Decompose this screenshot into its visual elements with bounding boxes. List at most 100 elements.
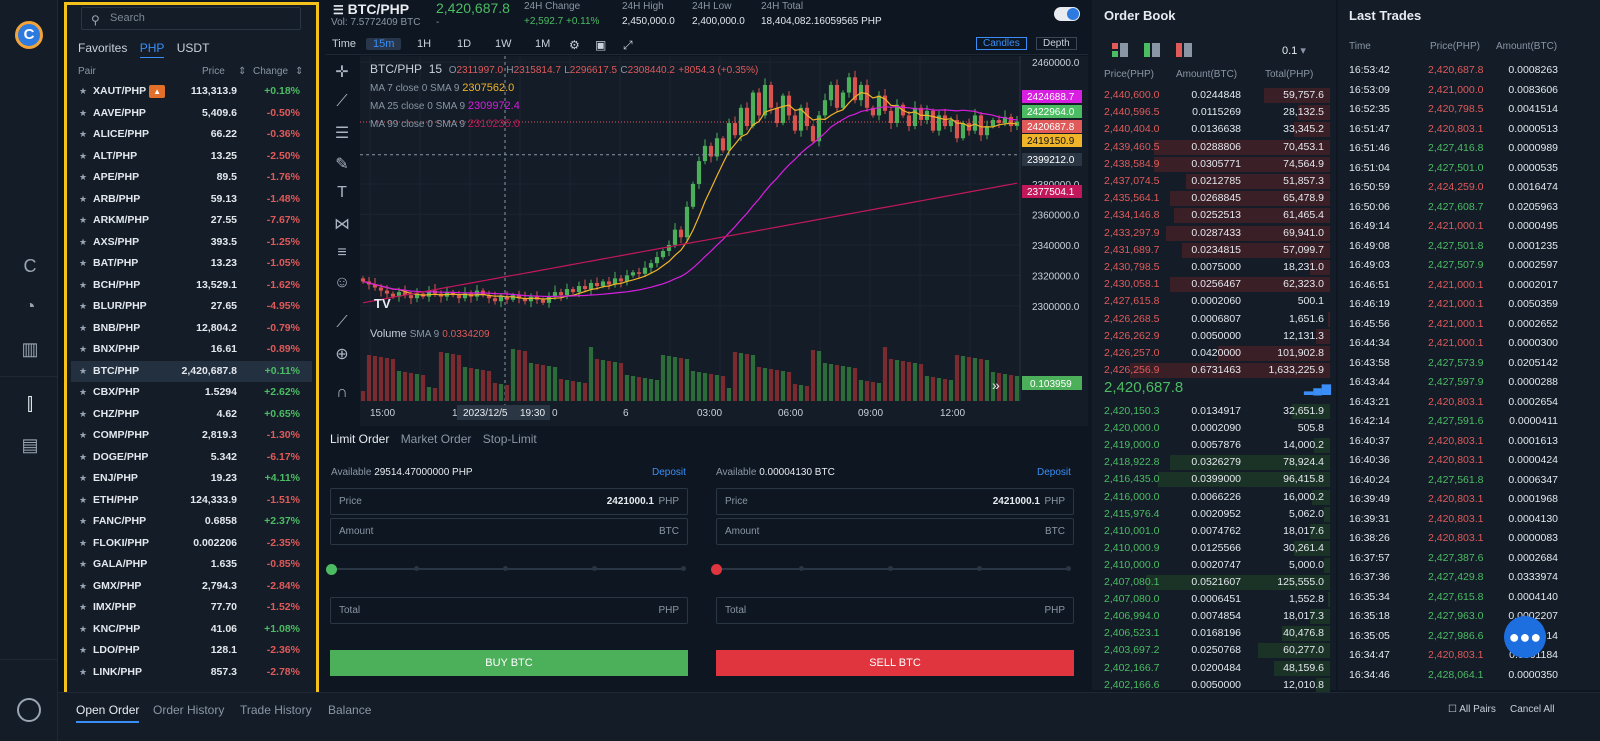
fullscreen-icon[interactable]: ⤢ xyxy=(623,38,633,52)
tf-1d[interactable]: 1D xyxy=(457,38,472,50)
sort-icon[interactable]: ⇕ xyxy=(295,66,304,77)
star-icon[interactable]: ★ xyxy=(79,193,88,204)
all-pairs-checkbox[interactable]: ☐ All Pairs xyxy=(1448,704,1496,715)
slider-handle[interactable] xyxy=(711,564,722,575)
header-pair[interactable]: Pair xyxy=(78,66,96,77)
star-icon[interactable]: ★ xyxy=(79,516,88,526)
star-icon[interactable]: ★ xyxy=(79,408,88,419)
star-icon[interactable]: ★ xyxy=(79,107,88,118)
buy-price-field[interactable]: Price 2421000.1 PHP xyxy=(330,488,688,515)
star-icon[interactable]: ★ xyxy=(79,301,88,311)
market-row[interactable]: ★ GALA/PHP 1.635 -0.85% xyxy=(71,554,312,576)
bid-row[interactable]: 2,418,922.8 0.0326279 78,924.4 xyxy=(1092,455,1336,471)
star-icon[interactable]: ★ xyxy=(79,258,88,268)
bid-row[interactable]: 2,416,000.0 0.0066226 16,000.2 xyxy=(1092,489,1336,505)
star-icon[interactable]: ★ xyxy=(79,580,88,591)
market-row[interactable]: ★ GMX/PHP 2,794.3 -2.84% xyxy=(71,576,312,598)
book-bids-icon[interactable] xyxy=(1144,43,1160,57)
ticker-symbol[interactable]: ☰ BTC/PHP xyxy=(333,1,409,17)
bid-row[interactable]: 2,402,166.7 0.0200484 48,159.6 xyxy=(1092,660,1336,676)
fib-icon[interactable]: ☰ xyxy=(334,125,350,142)
ruler-icon[interactable]: ⟋ xyxy=(336,314,348,331)
star-icon[interactable]: ★ xyxy=(79,344,88,354)
market-row[interactable]: ★ CHZ/PHP 4.62 +0.65% xyxy=(71,404,312,426)
buy-amount-field[interactable]: Amount BTC xyxy=(330,518,688,545)
sell-deposit-link[interactable]: Deposit xyxy=(1037,467,1071,478)
star-icon[interactable]: ★ xyxy=(79,451,88,462)
star-icon[interactable]: ★ xyxy=(79,86,88,96)
star-icon[interactable]: ★ xyxy=(79,150,88,161)
bid-row[interactable]: 2,410,000.9 0.0125566 30,261.4 xyxy=(1092,540,1336,556)
star-icon[interactable]: ★ xyxy=(79,537,88,548)
price-chart[interactable]: 2460000.02380000.02360000.02340000.02320… xyxy=(360,56,1088,426)
market-row[interactable]: ★ ALICE/PHP 66.22 -0.36% xyxy=(71,124,312,146)
logo[interactable]: C xyxy=(15,21,43,49)
star-icon[interactable]: ★ xyxy=(79,365,88,376)
chat-icon[interactable]: ●●● xyxy=(1504,616,1546,658)
tf-15m[interactable]: 15m xyxy=(366,38,402,50)
tab-market-order[interactable]: Market Order xyxy=(400,432,472,446)
tab-open-order[interactable]: Open Order xyxy=(76,703,140,723)
ask-row[interactable]: 2,426,256.9 0.6731463 1,633,225.9 xyxy=(1092,363,1336,379)
book-asks-icon[interactable] xyxy=(1176,43,1192,57)
image-icon[interactable]: ▣ xyxy=(595,38,607,52)
bid-row[interactable]: 2,403,697.2 0.0250768 60,277.0 xyxy=(1092,643,1336,659)
bid-row[interactable]: 2,406,994.0 0.0074854 18,017.3 xyxy=(1092,609,1336,625)
star-icon[interactable]: ★ xyxy=(79,623,88,634)
ask-row[interactable]: 2,440,596.5 0.0115269 28,132.5 xyxy=(1092,105,1336,121)
buy-deposit-link[interactable]: Deposit xyxy=(652,467,686,478)
bid-row[interactable]: 2,402,166.6 0.0050000 12,010.8 xyxy=(1092,677,1336,693)
tab-usdt[interactable]: USDT xyxy=(176,41,210,55)
ask-row[interactable]: 2,426,257.0 0.0420000 101,902.8 xyxy=(1092,346,1336,361)
ask-row[interactable]: 2,438,584.9 0.0305771 74,564.9 xyxy=(1092,156,1336,172)
market-row[interactable]: ★ BAT/PHP 13.23 -1.05% xyxy=(71,253,312,275)
tf-1m[interactable]: 1M xyxy=(535,38,551,50)
sell-total-field[interactable]: Total PHP xyxy=(716,597,1074,624)
market-row[interactable]: ★ XAUT/PHP ▲ 113,313.9 +0.18% xyxy=(71,81,312,103)
star-icon[interactable]: ★ xyxy=(79,430,88,440)
star-icon[interactable]: ★ xyxy=(79,666,88,677)
candles-button[interactable]: Candles xyxy=(976,37,1027,50)
zoom-icon[interactable]: ⊕ xyxy=(335,346,349,363)
trendline-icon[interactable]: ⟋ xyxy=(336,93,348,110)
sort-icon[interactable]: ⇕ xyxy=(238,66,247,77)
star-icon[interactable]: ★ xyxy=(79,172,88,182)
star-icon[interactable]: ★ xyxy=(79,602,88,612)
bid-row[interactable]: 2,410,001.0 0.0074762 18,017.6 xyxy=(1092,523,1336,539)
tab-balance[interactable]: Balance xyxy=(328,703,372,717)
market-row[interactable]: ★ BNX/PHP 16.61 -0.89% xyxy=(71,339,312,361)
market-row[interactable]: ★ BLUR/PHP 27.65 -4.95% xyxy=(71,296,312,318)
star-icon[interactable]: ★ xyxy=(79,215,88,225)
search-input[interactable]: ⚲ Search xyxy=(81,7,301,30)
tab-order-history[interactable]: Order History xyxy=(153,703,225,717)
brush-icon[interactable]: ✎ xyxy=(335,156,349,173)
bid-row[interactable]: 2,406,523.1 0.0168196 40,476.8 xyxy=(1092,626,1336,642)
ask-row[interactable]: 2,431,689.7 0.0234815 57,099.7 xyxy=(1092,242,1336,258)
document-icon[interactable]: ▤ xyxy=(21,435,39,455)
tf-1w[interactable]: 1W xyxy=(495,38,512,50)
header-price[interactable]: Price xyxy=(202,66,225,77)
market-row[interactable]: ★ AAVE/PHP 5,409.6 -0.50% xyxy=(71,103,312,125)
market-row[interactable]: ★ ENJ/PHP 19.23 +4.11% xyxy=(71,468,312,490)
star-icon[interactable]: ★ xyxy=(79,645,88,655)
star-icon[interactable]: ★ xyxy=(79,322,88,333)
scroll-right-icon[interactable]: » xyxy=(992,377,1000,393)
ask-row[interactable]: 2,427,615.8 0.0002060 500.1 xyxy=(1092,294,1336,309)
theme-toggle[interactable] xyxy=(1054,7,1080,21)
ask-row[interactable]: 2,426,268.5 0.0006807 1,651.6 xyxy=(1092,311,1336,327)
market-row[interactable]: ★ DOGE/PHP 5.342 -6.17% xyxy=(71,447,312,469)
market-row[interactable]: ★ BTC/PHP 2,420,687.8 +0.11% xyxy=(71,360,312,382)
buy-slider[interactable] xyxy=(326,564,686,575)
market-row[interactable]: ★ AXS/PHP 393.5 -1.25% xyxy=(71,232,312,254)
star-icon[interactable]: ★ xyxy=(79,473,88,483)
star-icon[interactable]: ★ xyxy=(79,129,88,139)
ask-row[interactable]: 2,437,074.5 0.0212785 51,857.3 xyxy=(1092,174,1336,189)
ask-row[interactable]: 2,426,262.9 0.0050000 12,131.3 xyxy=(1092,328,1336,344)
book-both-icon[interactable] xyxy=(1112,43,1128,57)
market-row[interactable]: ★ LDO/PHP 128.1 -2.36% xyxy=(71,640,312,662)
ask-row[interactable]: 2,430,058.1 0.0256467 62,323.0 xyxy=(1092,277,1336,293)
bid-row[interactable]: 2,407,080.1 0.0521607 125,555.0 xyxy=(1092,575,1336,590)
market-row[interactable]: ★ APE/PHP 89.5 -1.76% xyxy=(71,167,312,189)
market-row[interactable]: ★ KNC/PHP 41.06 +1.08% xyxy=(71,619,312,641)
star-icon[interactable]: ★ xyxy=(79,387,88,397)
